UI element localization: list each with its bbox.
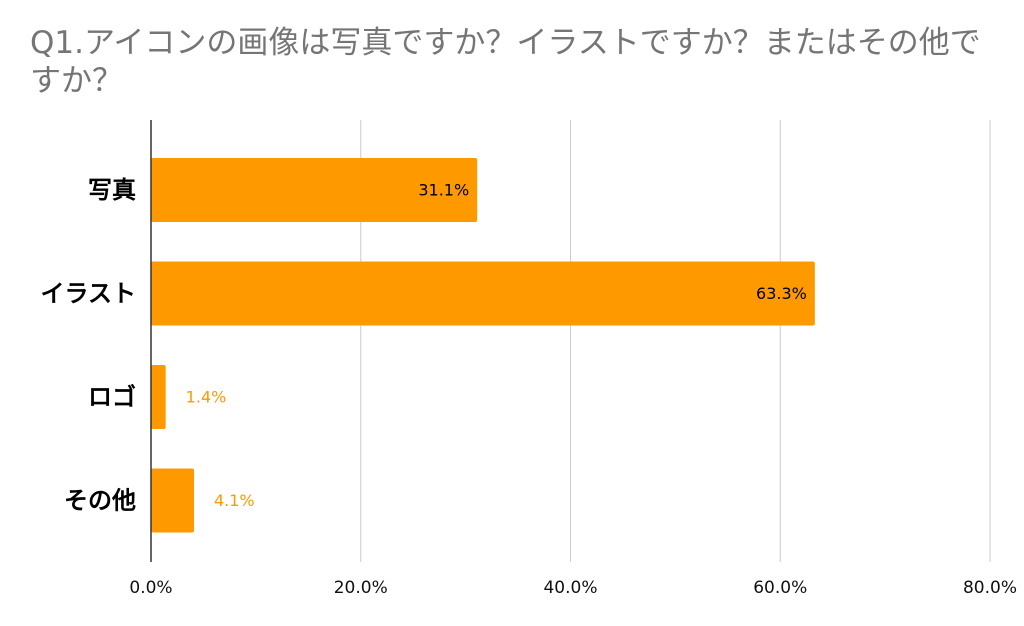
data-label: 4.1% (214, 491, 255, 510)
chart-title: Q1.アイコンの画像は写真ですか？イラストですか？またはその他ですか？ (30, 25, 981, 99)
data-label: 31.1% (418, 181, 469, 200)
bar-1 (151, 158, 478, 222)
data-label: 1.4% (186, 388, 227, 407)
x-tick-label: 60.0% (753, 578, 807, 598)
bar-2 (151, 261, 815, 326)
category-label: イラスト (40, 280, 136, 308)
x-tick-label: 40.0% (543, 578, 597, 598)
x-tick-label: 0.0% (129, 578, 172, 598)
category-label: その他 (64, 487, 136, 515)
x-tick-label: 80.0% (963, 578, 1017, 598)
data-label: 63.3% (756, 284, 807, 303)
category-label: 写真 (88, 176, 136, 204)
bar-4 (151, 468, 194, 533)
labels: 0.0% 20.0% 40.0% 60.0% 80.0% 写真 31.1% イラスト 63.3%… (40, 120, 1017, 598)
category-label: ロゴ (88, 383, 136, 411)
x-tick-label: 20.0% (334, 578, 388, 598)
bars (151, 158, 815, 533)
bar-3 (151, 365, 166, 429)
